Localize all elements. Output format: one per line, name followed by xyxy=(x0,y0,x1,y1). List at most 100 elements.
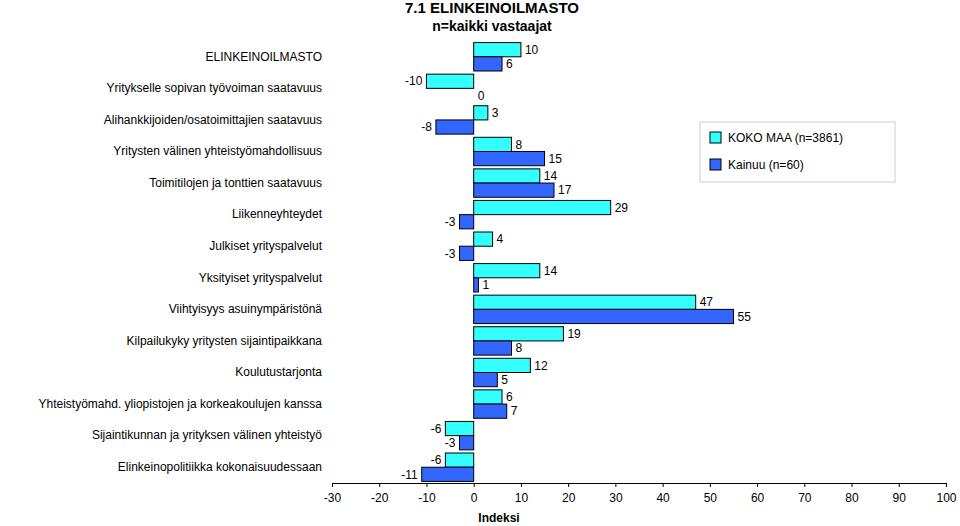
tick: Koulutustarjonta xyxy=(235,365,322,379)
category-label: Julkiset yrityspalvelut xyxy=(209,239,322,253)
category-label: Yhteistyömahd. yliopistojen ja korkeakou… xyxy=(39,397,323,411)
tick: 40 xyxy=(656,483,670,505)
tick: Viihtyisyys asuinympäristönä xyxy=(169,302,323,316)
bar xyxy=(474,152,545,166)
data-label: 5 xyxy=(501,373,508,387)
tick: Yksityiset yrityspalvelut xyxy=(199,271,323,285)
bar xyxy=(474,57,502,71)
tick-mark xyxy=(852,483,853,487)
bar xyxy=(474,309,734,323)
tick-mark xyxy=(757,483,758,487)
category-label: Yritysten välinen yhteistyömahdollisuus xyxy=(113,144,322,158)
tick: ELINKEINOILMASTO xyxy=(206,50,322,64)
data-label: 14 xyxy=(544,264,558,278)
category-label: Elinkeinopolitiikka kokonaisuudessaan xyxy=(118,460,322,474)
category-label: Kilpailukyky yritysten sijaintipaikkana xyxy=(127,334,323,348)
legend-swatch xyxy=(710,132,721,143)
data-labels: 10-103814294144719126-6-660-81517-3-3155… xyxy=(401,43,751,482)
data-label: -3 xyxy=(445,436,456,450)
data-label: -6 xyxy=(431,422,442,436)
tick: 80 xyxy=(845,483,859,505)
tick-label: 70 xyxy=(798,491,812,505)
chart: 7.1 ELINKEINOILMASTOn=kaikki vastaajat10… xyxy=(0,0,960,526)
data-label: 55 xyxy=(737,310,751,324)
category-label: Liikenneyhteydet xyxy=(232,207,323,221)
tick: 90 xyxy=(893,483,907,505)
tick-label: -20 xyxy=(371,491,389,505)
data-label: -3 xyxy=(445,247,456,261)
tick-label: 100 xyxy=(936,491,956,505)
tick: -10 xyxy=(418,483,436,505)
data-label: 3 xyxy=(492,106,499,120)
tick: 0 xyxy=(471,483,478,505)
tick: 30 xyxy=(609,483,623,505)
data-label: 19 xyxy=(567,327,581,341)
tick-label: 20 xyxy=(562,491,576,505)
tick: -20 xyxy=(371,483,389,505)
category-label: Yksityiset yrityspalvelut xyxy=(199,271,323,285)
data-label: 4 xyxy=(497,232,504,246)
tick: Toimitilojen ja tonttien saatavuus xyxy=(149,176,322,190)
tick-label: 50 xyxy=(704,491,718,505)
legend-box xyxy=(700,122,895,182)
subtitle: n=kaikki vastaajat xyxy=(432,18,552,34)
tick-mark xyxy=(474,483,475,487)
tick-mark xyxy=(663,483,664,487)
bar xyxy=(474,183,554,197)
y-axis: ELINKEINOILMASTO Yritykselle sopivan työv… xyxy=(39,50,323,474)
tick: 100 xyxy=(936,483,956,505)
tick: 60 xyxy=(751,483,765,505)
data-label: 7 xyxy=(511,404,518,418)
tick-label: -10 xyxy=(418,491,436,505)
bar xyxy=(473,88,474,102)
data-label: 14 xyxy=(544,169,558,183)
axis-line xyxy=(333,484,947,488)
data-label: 12 xyxy=(534,359,548,373)
tick-mark xyxy=(332,483,333,487)
category-label: Toimitilojen ja tonttien saatavuus xyxy=(149,176,322,190)
data-label: 6 xyxy=(506,390,513,404)
bar xyxy=(474,137,512,151)
tick-mark xyxy=(521,483,522,487)
tick-mark xyxy=(899,483,900,487)
category-label: Sijaintikunnan ja yrityksen välinen yhte… xyxy=(92,428,322,442)
tick: Julkiset yrityspalvelut xyxy=(209,239,322,253)
tick: Yritykselle sopivan työvoiman saatavuus xyxy=(107,81,322,95)
data-label: 1 xyxy=(482,278,489,292)
tick-label: 90 xyxy=(893,491,907,505)
bar xyxy=(474,404,507,418)
bar xyxy=(474,278,479,292)
data-label: -3 xyxy=(445,215,456,229)
bars xyxy=(422,43,734,482)
tick-mark xyxy=(710,483,711,487)
bar xyxy=(445,453,473,467)
category-label: Yritykselle sopivan työvoiman saatavuus xyxy=(107,81,322,95)
tick-label: 60 xyxy=(751,491,765,505)
legend-label: KOKO MAA (n=3861) xyxy=(728,131,843,145)
bar xyxy=(474,200,611,214)
tick: Yhteistyömahd. yliopistojen ja korkeakou… xyxy=(39,397,323,411)
data-label: 47 xyxy=(700,295,714,309)
bar xyxy=(474,327,564,341)
legend: KOKO MAA (n=3861)Kainuu (n=60) xyxy=(700,122,895,182)
bar xyxy=(445,421,473,435)
tick-label: -30 xyxy=(324,491,342,505)
title: 7.1 ELINKEINOILMASTO xyxy=(405,0,579,16)
legend-swatch xyxy=(710,159,721,170)
bar xyxy=(460,215,474,229)
bar xyxy=(474,264,540,278)
tick-label: 40 xyxy=(656,491,670,505)
bar xyxy=(474,390,502,404)
data-label: 15 xyxy=(549,152,563,166)
bar xyxy=(474,358,531,372)
bar xyxy=(474,232,493,246)
category-label: Koulutustarjonta xyxy=(235,365,322,379)
category-label: ELINKEINOILMASTO xyxy=(206,50,322,64)
data-label: 8 xyxy=(515,341,522,355)
data-label: -6 xyxy=(431,453,442,467)
data-label: -11 xyxy=(401,468,418,482)
tick: Elinkeinopolitiikka kokonaisuudessaan xyxy=(118,460,322,474)
tick: Liikenneyhteydet xyxy=(232,207,323,221)
tick: Alihankkijoiden/osatoimittajien saatavuu… xyxy=(104,113,322,127)
bar xyxy=(474,341,512,355)
